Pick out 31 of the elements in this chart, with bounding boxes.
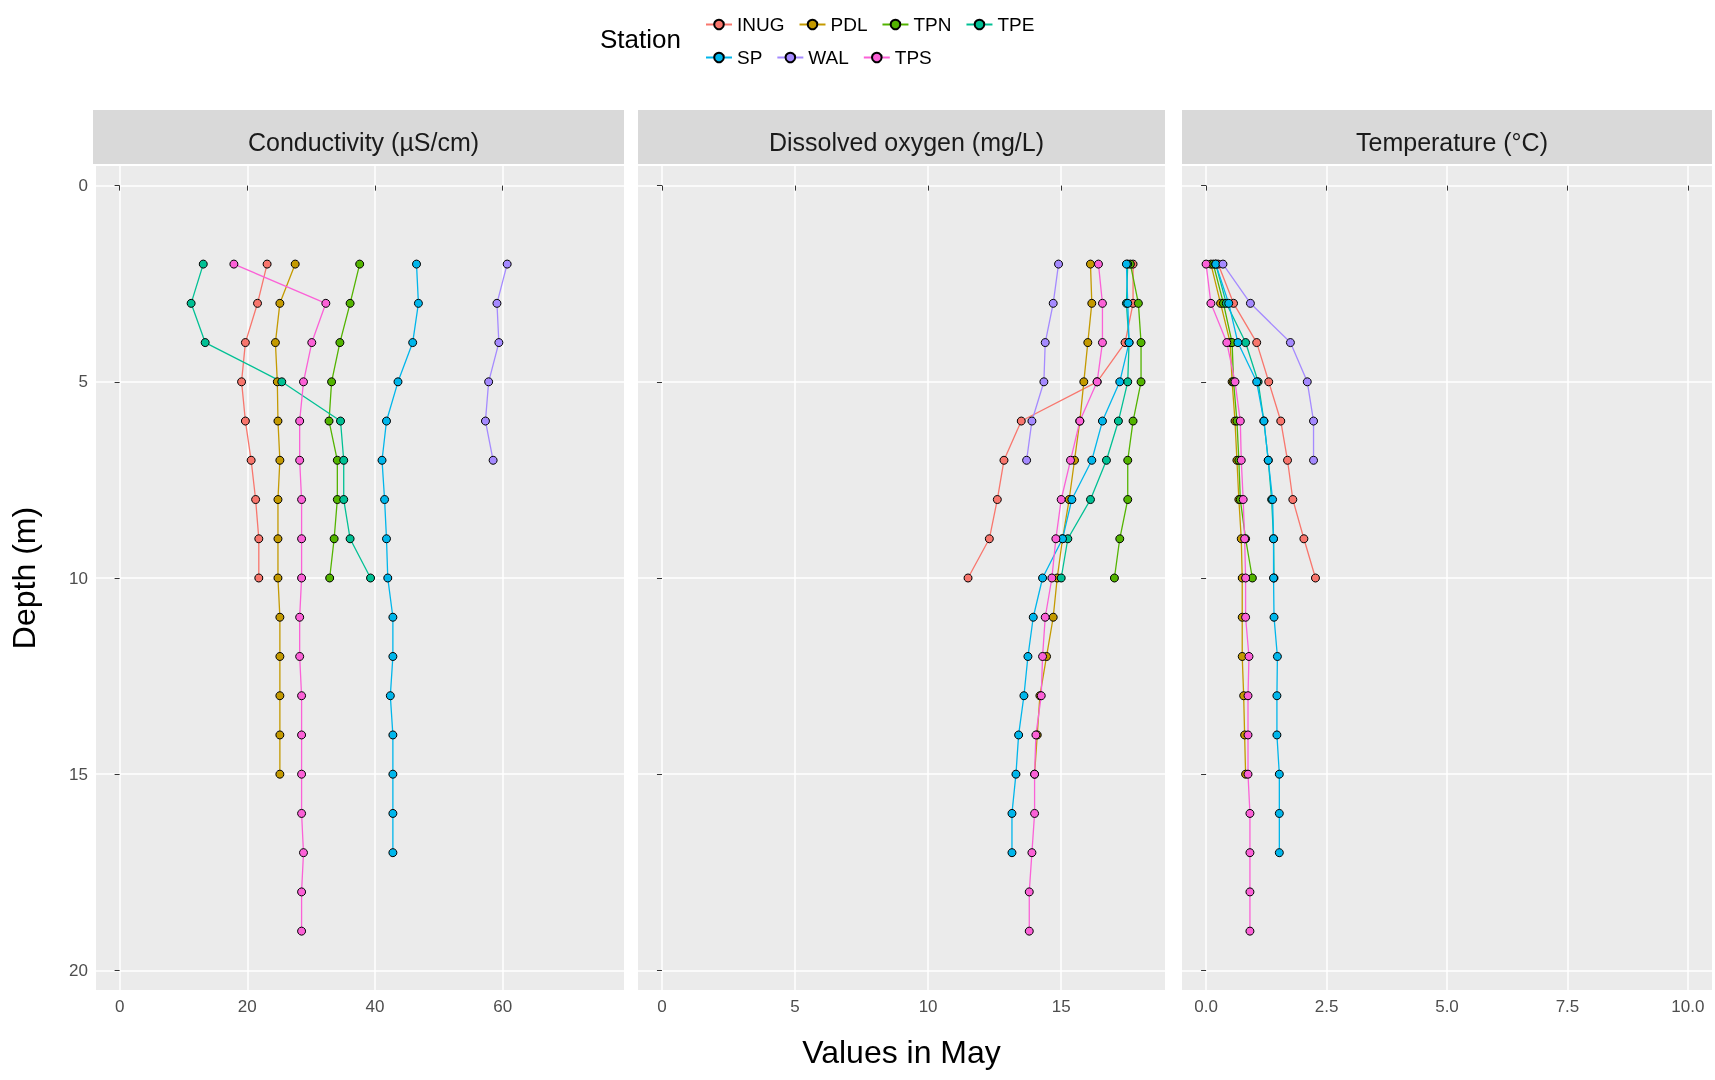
y-tick-label: 20 [69, 960, 88, 980]
y-axis-title: Depth (m) [6, 506, 42, 650]
legend-label: SP [737, 47, 763, 68]
x-tick-label: 0 [114, 997, 125, 1016]
x-tick-label: 40 [365, 997, 385, 1016]
chart-title: Dissolved oxygen (mg/L) [768, 127, 1045, 156]
x-tick-label: 5 [790, 997, 800, 1016]
x-tick-label: 60 [493, 997, 513, 1016]
chart-title: Temperature (°C) [1356, 127, 1548, 156]
y-tick-label: 0 [78, 176, 88, 196]
x-tick-label: 0.0 [1194, 997, 1218, 1016]
x-axis-title: Values in May [802, 1034, 1001, 1070]
legend-label: TPE [997, 14, 1035, 35]
x-tick-label: 2.5 [1314, 997, 1339, 1016]
legend-label: TPS [894, 47, 932, 68]
y-tick-label: 5 [78, 372, 88, 392]
legend-label: INUG [737, 14, 785, 35]
x-tick-label: 5.0 [1435, 997, 1459, 1016]
x-tick-label: 10.0 [1671, 997, 1705, 1016]
x-tick-label: 10 [918, 997, 938, 1016]
x-tick-label: 20 [237, 997, 257, 1016]
chart-title: Conductivity (µS/cm) [247, 127, 480, 156]
x-tick-label: 0 [657, 997, 667, 1016]
legend-label: PDL [830, 14, 868, 35]
legend-label: WAL [808, 47, 849, 68]
legend-label: TPN [913, 14, 952, 35]
y-tick-label: 15 [69, 764, 88, 784]
y-tick-label: 10 [69, 568, 88, 588]
legend-title: Station [600, 24, 681, 54]
x-tick-label: 15 [1051, 997, 1071, 1016]
x-tick-label: 7.5 [1555, 997, 1580, 1016]
